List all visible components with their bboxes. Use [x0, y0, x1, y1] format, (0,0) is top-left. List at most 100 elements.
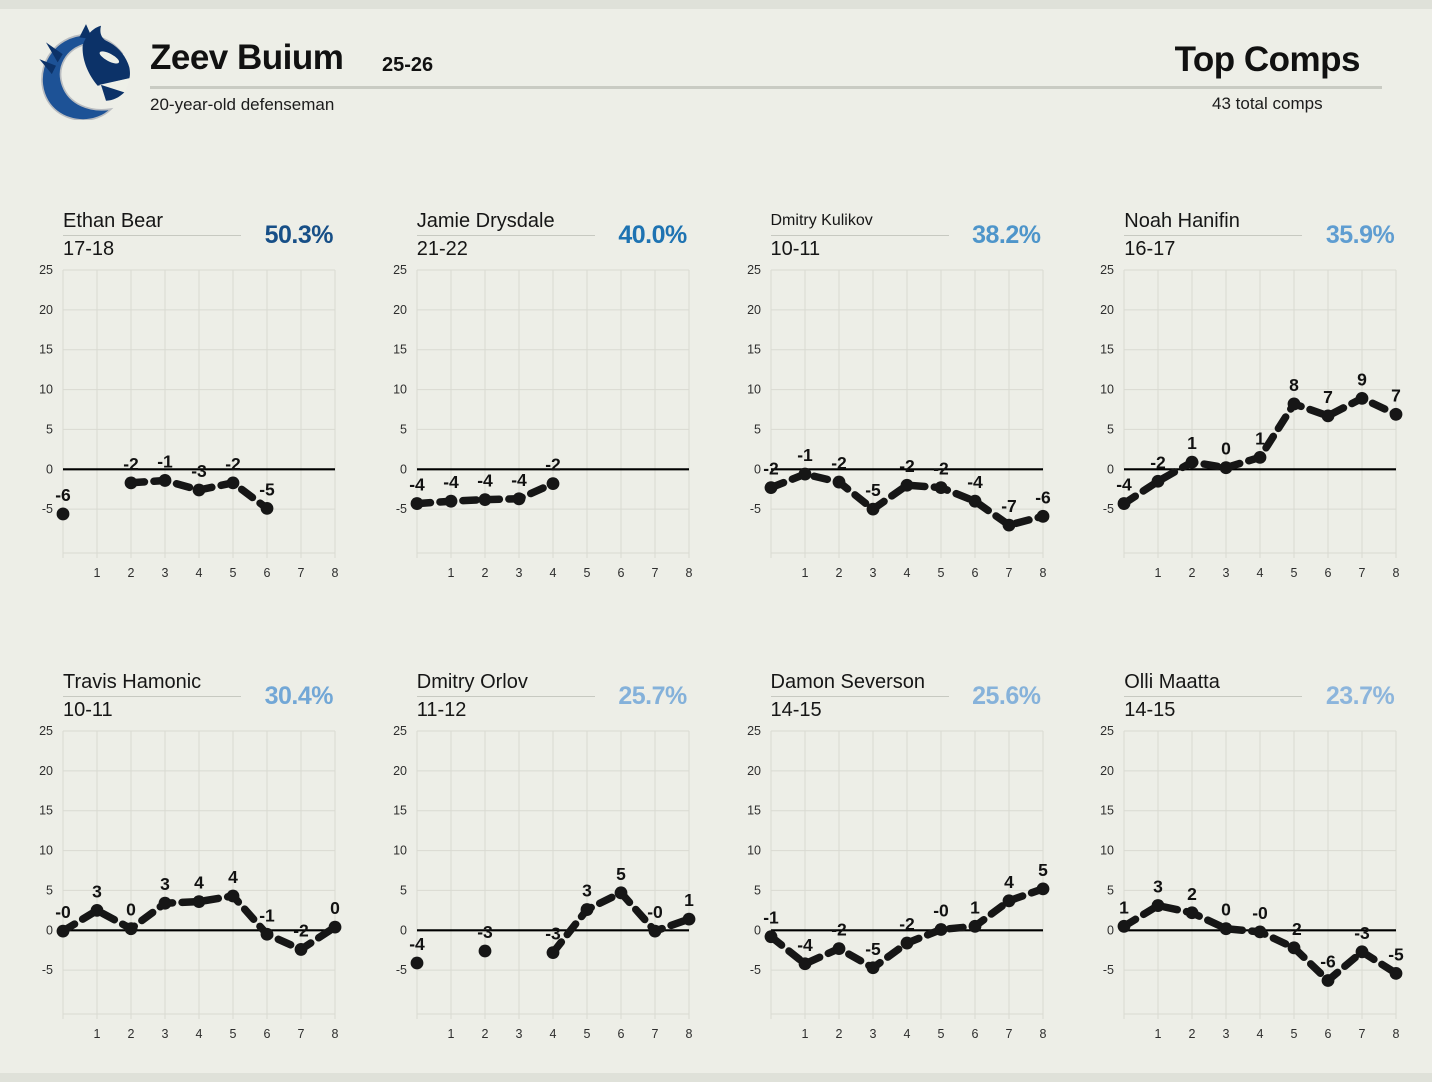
data-point-label: -6	[1320, 952, 1336, 972]
comp-season: 14-15	[1124, 699, 1176, 721]
x-tick-label: 2	[481, 1027, 488, 1041]
x-tick-label: 5	[1291, 1027, 1298, 1041]
comp-match-percentage: 38.2%	[972, 221, 1041, 249]
data-point-label: 3	[160, 874, 170, 894]
data-point-label: -0	[933, 900, 949, 920]
x-tick-label: 6	[264, 566, 271, 580]
data-point-label: -2	[1150, 452, 1166, 472]
data-point	[158, 474, 172, 487]
player-season: 25-26	[382, 54, 434, 76]
y-tick-label: 20	[39, 764, 53, 778]
y-tick-label: -5	[1103, 963, 1114, 977]
data-point	[1151, 474, 1165, 488]
comp-line-chart: 25 20 15 10 5 0 -5 1 2 3 4 5 6 7 8 -4 -3 -3 3 5 -0 1	[393, 724, 696, 1041]
x-tick-label: 4	[1257, 566, 1264, 580]
bottom-edge-strip	[0, 1073, 1432, 1082]
y-tick-label: 5	[46, 883, 53, 897]
x-tick-label: 3	[1223, 566, 1230, 580]
comp-chart-header: Ethan Bear 17-18 50.3%	[63, 210, 335, 262]
data-point-label: -5	[1388, 944, 1404, 964]
orca-logo-graphic	[39, 24, 130, 121]
x-tick-label: 3	[162, 1027, 169, 1041]
comp-player-name: Dmitry Kulikov	[770, 212, 873, 229]
x-tick-label: 5	[230, 1027, 237, 1041]
x-tick-label: 8	[1039, 566, 1046, 580]
data-point	[798, 957, 811, 971]
x-tick-label: 7	[651, 566, 658, 580]
data-point	[866, 961, 879, 975]
y-tick-label: 10	[747, 383, 761, 397]
y-tick-label: 15	[393, 343, 407, 357]
comp-season: 10-11	[63, 699, 113, 721]
x-tick-label: 8	[332, 1027, 339, 1041]
y-tick-label: 20	[747, 764, 761, 778]
data-point-label: -3	[477, 922, 493, 942]
data-point-label: 4	[228, 867, 238, 887]
data-point	[192, 483, 206, 497]
data-point	[226, 476, 240, 490]
data-point	[682, 912, 696, 926]
comp-line-chart: 25 20 15 10 5 0 -5 1 2 3 4 5 6 7 8 -4 -4 -4 -4 -2	[393, 263, 692, 580]
x-tick-label: 4	[196, 1027, 203, 1041]
y-tick-label: -5	[42, 502, 53, 516]
data-point-label: -0	[1252, 903, 1268, 923]
x-tick-label: 5	[230, 566, 237, 580]
data-point-label: -6	[1035, 487, 1051, 507]
data-point-label: 1	[1255, 428, 1265, 448]
x-tick-label: 8	[1039, 1027, 1046, 1041]
y-tick-label: 5	[754, 422, 761, 436]
x-tick-label: 2	[128, 566, 135, 580]
comp-chart-card: Damon Severson 14-15 25.6% 25 20 15 10 5 0 -5 1…	[735, 671, 1053, 1042]
x-tick-label: 5	[583, 1027, 590, 1041]
x-tick-label: 7	[298, 566, 305, 580]
x-tick-label: 7	[298, 1027, 305, 1041]
data-point-label: -4	[967, 472, 983, 492]
x-tick-label: 4	[903, 1027, 910, 1041]
x-tick-label: 7	[1359, 1027, 1366, 1041]
data-point	[1002, 518, 1015, 532]
data-point	[1287, 397, 1301, 411]
y-tick-label: 15	[39, 804, 53, 818]
data-point	[328, 920, 342, 934]
data-point-label: -2	[545, 455, 561, 475]
x-tick-label: 1	[94, 1027, 101, 1041]
x-tick-label: 1	[801, 566, 808, 580]
page-header: Zeev Buium 25-26 20-year-old defenseman …	[0, 0, 1432, 160]
x-tick-label: 6	[1325, 1027, 1332, 1041]
data-point-label: -2	[293, 920, 309, 940]
comp-chart-header: Dmitry Orlov 11-12 25.7%	[416, 671, 689, 723]
y-tick-label: 10	[1100, 383, 1114, 397]
data-point-label: 0	[1221, 439, 1231, 459]
data-point-label: -1	[797, 445, 813, 465]
y-tick-label: 0	[1107, 462, 1114, 476]
y-tick-label: 25	[747, 263, 761, 277]
data-point	[1253, 925, 1267, 939]
data-point-label: -2	[831, 920, 847, 940]
y-tick-label: 5	[1107, 422, 1114, 436]
y-tick-label: 10	[1100, 844, 1114, 858]
y-tick-label: 0	[754, 923, 761, 937]
comp-chart-header: Olli Maatta 14-15 23.7%	[1124, 671, 1396, 723]
comp-chart-header: Dmitry Kulikov 10-11 38.2%	[770, 210, 1043, 262]
data-point	[1219, 922, 1233, 936]
y-tick-label: 5	[400, 422, 407, 436]
y-tick-label: 25	[393, 263, 407, 277]
y-tick-label: -5	[749, 502, 760, 516]
x-tick-label: 2	[1189, 566, 1196, 580]
comp-chart-header: Damon Severson 14-15 25.6%	[770, 671, 1043, 723]
x-tick-label: 8	[332, 566, 339, 580]
data-point	[90, 903, 104, 917]
data-point-label: -0	[647, 902, 663, 922]
data-point	[1117, 919, 1131, 933]
comp-player-name: Dmitry Orlov	[416, 671, 528, 693]
data-point	[512, 492, 526, 506]
data-point	[260, 927, 274, 941]
comp-name-underline	[63, 235, 241, 236]
x-tick-label: 4	[196, 566, 203, 580]
data-point-label: 0	[330, 898, 340, 918]
data-point	[934, 481, 947, 495]
y-tick-label: 20	[1100, 764, 1114, 778]
data-point-label: 4	[194, 873, 204, 893]
